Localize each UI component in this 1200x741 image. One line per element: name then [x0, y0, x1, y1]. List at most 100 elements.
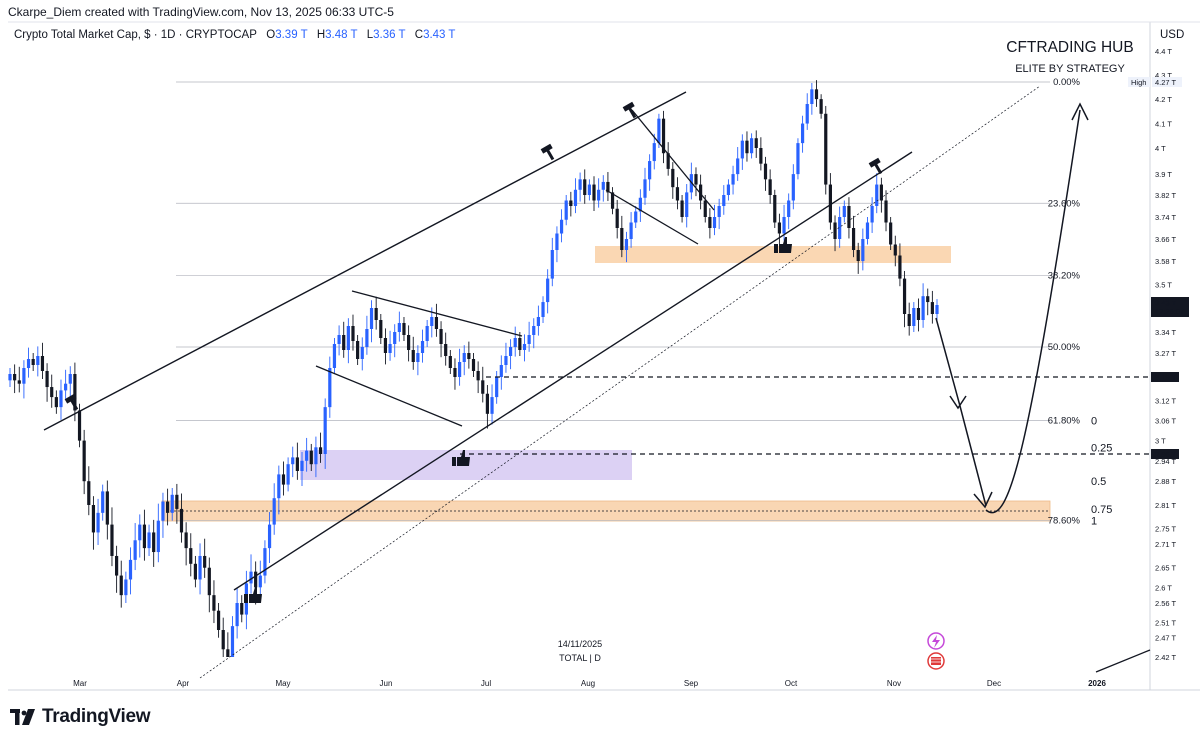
price-tick-label: 2.42 T: [1155, 653, 1177, 662]
candle-up: [128, 559, 133, 580]
candle-down: [184, 532, 188, 549]
price-tick-label: 2.65 T: [1155, 564, 1177, 573]
time-tick-label: Jun: [380, 679, 393, 688]
time-axis[interactable]: Mar Apr May Jun Jul Aug Sep Oct Nov Dec 2026: [73, 679, 1106, 688]
candle-down: [439, 329, 443, 344]
candle-up: [870, 206, 874, 223]
candle-down: [189, 548, 193, 564]
date-label: 14/11/2025: [558, 639, 602, 649]
candle-up: [277, 474, 281, 499]
candle-up: [648, 161, 652, 180]
fib-ext-label: 0.75: [1091, 504, 1112, 516]
candle-up: [875, 184, 879, 206]
candle-down: [374, 308, 378, 320]
brand-title: CFTRADING HUB: [1006, 39, 1133, 56]
high-tag-bg: [1128, 77, 1150, 87]
candle-down: [759, 148, 763, 164]
candle-up: [861, 239, 865, 261]
flag-event-icon[interactable]: [927, 652, 945, 670]
candle-up: [722, 195, 726, 206]
candle-down: [13, 374, 17, 381]
candle-up: [133, 540, 137, 560]
ohlc-high-value: 3.48 T: [325, 29, 358, 41]
candle-down: [309, 450, 313, 465]
candle-down: [592, 184, 596, 201]
ohlc-open-label: O: [266, 29, 276, 41]
candle-down: [930, 302, 934, 314]
price-axis[interactable]: 4.4 T 4.3 T 4.2 T 4.1 T 4 T 3.9 T 3.82 T 3.74 T…: [1155, 47, 1177, 662]
candle-up: [8, 374, 12, 381]
price-tag-text: 3.19 T: [1155, 373, 1177, 382]
candle-up: [541, 302, 545, 317]
candle-up: [731, 174, 735, 185]
candle-down: [819, 99, 823, 114]
candle-up: [865, 222, 870, 239]
candle-up: [291, 457, 295, 465]
candle-down: [902, 278, 907, 314]
candle-down: [240, 603, 244, 615]
candle-up: [838, 217, 842, 239]
candle-up: [657, 118, 661, 144]
high-price-bg: [1152, 77, 1182, 87]
tradingview-logo[interactable]: TradingView: [10, 706, 151, 728]
candle-down: [518, 338, 522, 350]
ohlc-open-value: 3.39 T: [275, 29, 308, 41]
price-tick-label: 4.3 T: [1155, 71, 1172, 80]
candle-down: [226, 649, 230, 657]
candle-down: [471, 359, 476, 371]
candle-up: [124, 579, 128, 596]
price-tick-label: 3.82 T: [1155, 191, 1177, 200]
price-tick-label: 2.6 T: [1155, 583, 1172, 592]
candle-down: [31, 359, 35, 365]
candle-down: [110, 524, 114, 556]
lightning-event-icon[interactable]: [927, 632, 945, 650]
candle-down: [606, 181, 610, 193]
candle-down: [54, 397, 58, 408]
ohlc-close-label: C: [414, 29, 424, 41]
resistance-zone: [595, 246, 951, 263]
candle-up: [22, 368, 26, 384]
candle-down: [680, 200, 684, 217]
candle-up: [912, 308, 916, 326]
candle-down: [342, 335, 346, 350]
candle-up: [314, 447, 318, 465]
price-tick-label: 4.1 T: [1155, 120, 1172, 129]
candle-up: [286, 464, 290, 485]
candle-up: [536, 317, 540, 326]
candle-up: [601, 181, 605, 190]
candle-up: [393, 332, 397, 344]
candle-up: [249, 571, 253, 584]
candle-up: [634, 211, 638, 223]
currency-label[interactable]: USD: [1160, 29, 1185, 41]
candle-up: [300, 460, 304, 471]
candle-up: [416, 353, 420, 362]
tradingview-logo-text: TradingView: [42, 706, 151, 727]
candle-up: [36, 356, 40, 365]
candle-up: [360, 347, 364, 359]
candle-up: [499, 365, 503, 377]
ohlc-low-value: 3.36 T: [373, 29, 406, 41]
candle-up: [420, 341, 425, 353]
candle-up: [559, 219, 564, 234]
candle-down: [152, 532, 156, 553]
candle-down: [448, 356, 452, 368]
candle-down: [318, 447, 323, 454]
high-tag-text: High: [1131, 78, 1146, 87]
candle-down: [407, 335, 411, 350]
candle-up: [782, 217, 786, 234]
last-price-bg: [1151, 297, 1189, 317]
total-label: TOTAL | D: [559, 653, 601, 663]
candle-up: [490, 397, 494, 414]
arrow-head-down-1: [949, 395, 967, 410]
candle-down: [17, 380, 21, 384]
ohlc-low-label: L: [366, 29, 374, 41]
candle-down: [569, 200, 573, 206]
candle-up: [96, 512, 100, 533]
channel-drawings: [43, 85, 1151, 679]
candle-up: [147, 532, 151, 549]
candle-down: [216, 610, 221, 630]
candle-up: [230, 626, 235, 657]
candle-down: [467, 353, 471, 359]
candle-down: [40, 356, 45, 371]
